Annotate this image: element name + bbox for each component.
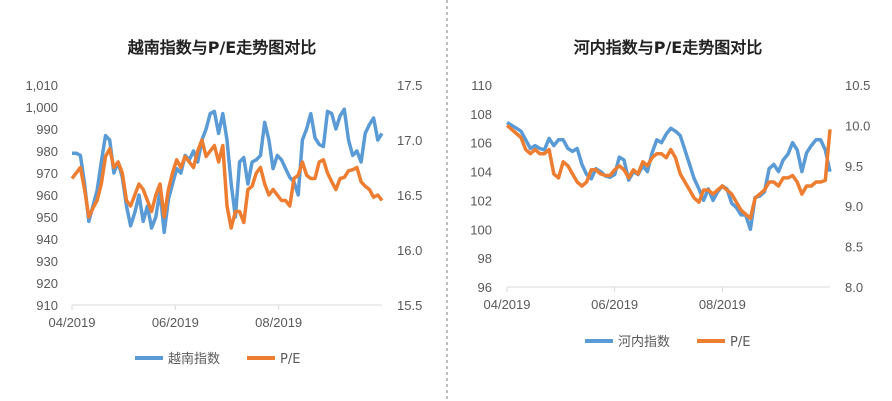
chart1-title: 越南指数与P/E走势图对比 — [127, 38, 317, 57]
chart1-legend-label: P/E — [280, 352, 300, 367]
chart2-series-pe-line — [505, 124, 832, 221]
chart2-y-left-tick: 102 — [470, 193, 492, 208]
chart1-y-left-tick: 990 — [36, 122, 58, 137]
chart1-y-left-tick: 950 — [36, 210, 58, 225]
chart2-y-right-tick: 10.5 — [845, 78, 870, 93]
chart2-y-left-tick: 106 — [470, 136, 492, 151]
chart2-y-left-tick: 110 — [471, 78, 492, 93]
chart2-y-left-tick: 104 — [470, 165, 492, 180]
chart2-y-left-tick: 98 — [478, 251, 492, 266]
chart1-y-right-tick: 16.0 — [397, 243, 422, 258]
chart2-title: 河内指数与P/E走势图对比 — [574, 38, 763, 57]
chart2-x-tick: 08/2019 — [699, 297, 746, 312]
chart1-y-left-tick: 970 — [36, 166, 58, 181]
chart2-y-right-tick: 9.0 — [845, 199, 863, 214]
chart1-y-left-tick: 920 — [36, 276, 58, 291]
chart1-x-tick: 08/2019 — [255, 315, 302, 330]
chart1-y-left-tick: 1,010 — [25, 78, 58, 93]
chart2-series-index-line — [506, 121, 832, 232]
chart1-y-left-tick: 930 — [36, 254, 58, 269]
chart1-y-left-tick: 910 — [36, 298, 58, 313]
chart2-x-tick: 06/2019 — [591, 297, 638, 312]
chart2-x-tick: 04/2019 — [484, 297, 531, 312]
chart1-legend-label: 越南指数 — [168, 351, 220, 367]
chart1-y-left-tick: 960 — [36, 188, 58, 203]
chart1-series-pe-line — [70, 138, 384, 230]
chart1-y-right-tick: 15.5 — [397, 298, 422, 313]
chart1-y-left-tick: 1,000 — [25, 100, 58, 115]
chart2-y-right-tick: 10.0 — [845, 118, 870, 133]
chart2-y-left-tick: 100 — [470, 222, 492, 237]
chart1-y-left-tick: 940 — [36, 232, 58, 247]
chart2-legend-label: 河内指数 — [618, 334, 670, 350]
chart2-y-left-tick: 96 — [478, 280, 492, 295]
chart1-y-right-tick: 17.5 — [397, 78, 422, 93]
chart1-x-tick: 04/2019 — [49, 315, 96, 330]
chart2-legend-label: P/E — [730, 335, 750, 350]
chart2-y-right-tick: 8.5 — [845, 240, 863, 255]
chart2-y-right-tick: 9.5 — [845, 159, 863, 174]
chart1-y-right-tick: 17.0 — [397, 133, 422, 148]
chart1-y-left-tick: 980 — [36, 144, 58, 159]
chart1-x-tick: 06/2019 — [152, 315, 199, 330]
chart2-y-right-tick: 8.0 — [845, 280, 863, 295]
chart2-y-left-tick: 108 — [470, 107, 492, 122]
chart1-y-right-tick: 16.5 — [397, 188, 422, 203]
